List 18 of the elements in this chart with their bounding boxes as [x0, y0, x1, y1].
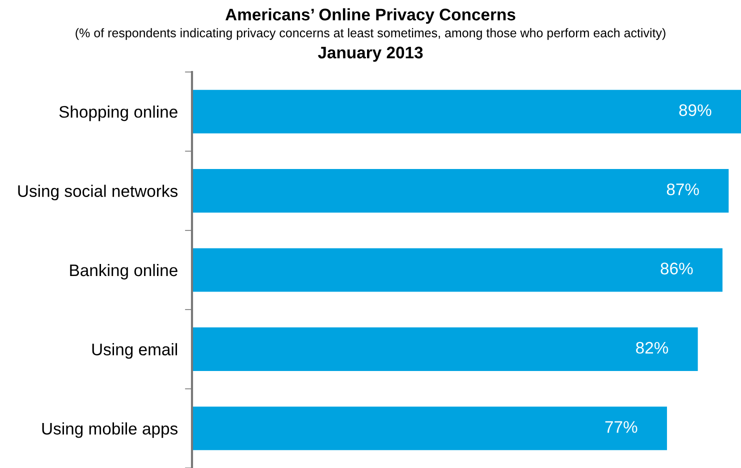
data-label: 89% — [679, 104, 712, 116]
data-label: 77% — [605, 421, 638, 433]
y-tick-label: Shopping online — [59, 106, 178, 122]
y-tick-label: Using email — [92, 343, 177, 359]
text: January 2013 — [318, 46, 423, 62]
y-tick-label: Using mobile apps — [42, 422, 178, 438]
bar — [192, 90, 741, 134]
chart-subtitle: (% of respondents indicating privacy concerns at least sometimes, among those who perform each activity) — [76, 28, 666, 40]
y-tick-label: Banking online — [70, 264, 178, 280]
bar — [192, 248, 722, 292]
data-label: 86% — [660, 262, 693, 274]
bar — [192, 327, 698, 371]
y-tick-label: Using social networks — [18, 184, 178, 200]
bar — [192, 169, 729, 213]
chart-title: Americans’ Online Privacy Concerns — [225, 8, 516, 24]
data-label: 82% — [636, 342, 668, 354]
bar — [192, 406, 667, 450]
data-label: 87% — [666, 183, 699, 196]
